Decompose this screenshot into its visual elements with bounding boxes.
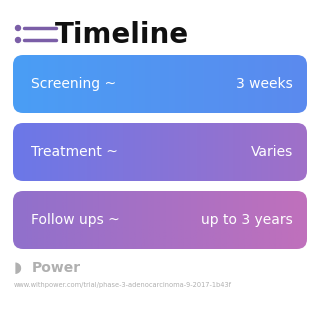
Text: Varies: Varies (251, 145, 293, 159)
Text: Follow ups ~: Follow ups ~ (31, 213, 120, 227)
Text: ◗: ◗ (14, 261, 22, 276)
Text: Power: Power (32, 261, 81, 275)
Text: Screening ~: Screening ~ (31, 77, 116, 91)
Circle shape (15, 26, 20, 30)
Text: Timeline: Timeline (55, 21, 189, 49)
FancyBboxPatch shape (13, 123, 307, 181)
Text: www.withpower.com/trial/phase-3-adenocarcinoma-9-2017-1b43f: www.withpower.com/trial/phase-3-adenocar… (14, 282, 232, 288)
Text: up to 3 years: up to 3 years (201, 213, 293, 227)
Circle shape (15, 38, 20, 43)
Text: Treatment ~: Treatment ~ (31, 145, 118, 159)
FancyBboxPatch shape (13, 191, 307, 249)
FancyBboxPatch shape (13, 55, 307, 113)
Text: 3 weeks: 3 weeks (236, 77, 293, 91)
